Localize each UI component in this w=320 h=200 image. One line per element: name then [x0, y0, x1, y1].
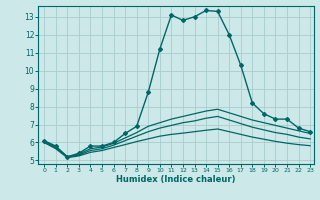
X-axis label: Humidex (Indice chaleur): Humidex (Indice chaleur): [116, 175, 236, 184]
